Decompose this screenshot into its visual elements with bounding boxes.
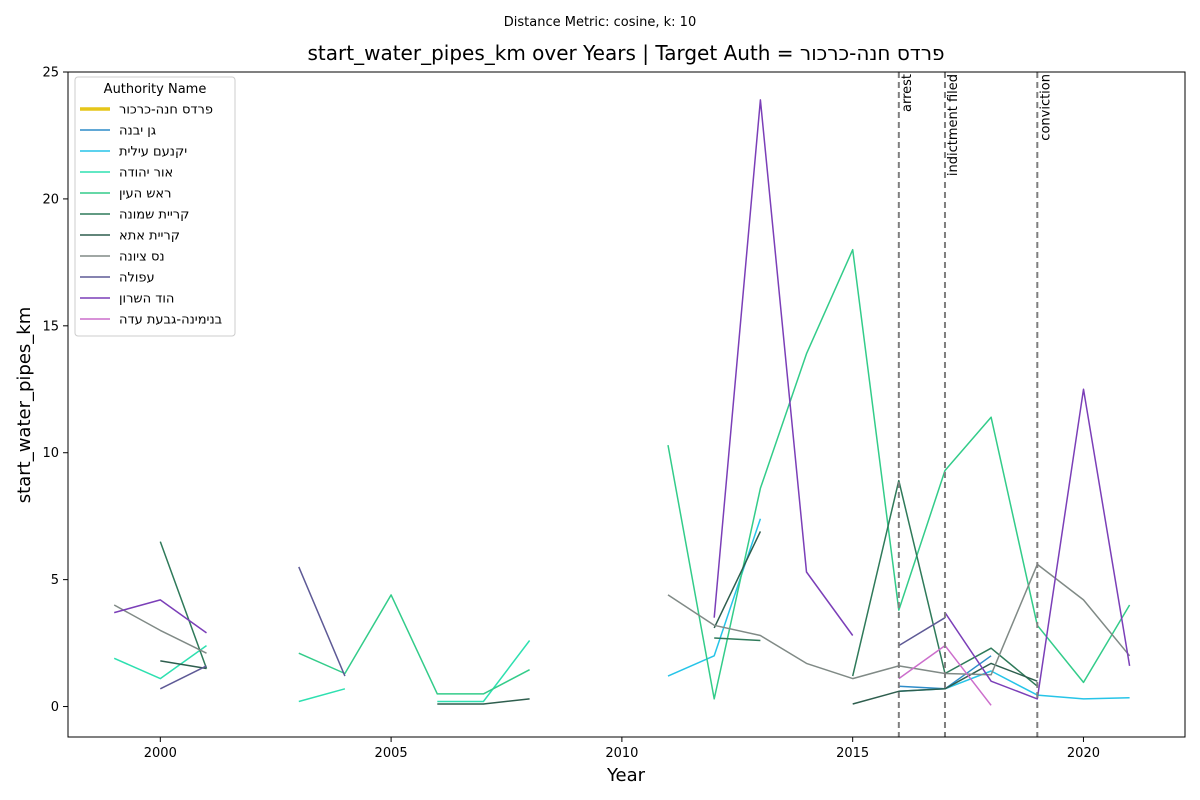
legend-label-10: בנימינה-גבעת עדה (119, 313, 222, 328)
y-axis-label: start_water_pipes_km (14, 307, 35, 503)
x-axis-label: Year (606, 765, 646, 786)
x-axis: 2000 2005 2010 2015 2020 (144, 737, 1100, 761)
series-layer (113, 99, 1131, 706)
y-tick-label-2: 10 (42, 446, 59, 461)
series-line-3 (113, 640, 531, 703)
legend-label-5: קריית שמונה (119, 208, 189, 223)
x-tick-label-4: 2020 (1067, 746, 1100, 761)
legend-label-7: נס ציונה (119, 250, 165, 265)
chart-title: start_water_pipes_km over Years | Target… (308, 41, 945, 65)
legend-label-0: פרדס חנה-כרכור (119, 103, 213, 118)
legend-label-4: ראש העין (119, 187, 171, 202)
y-tick-label-3: 15 (42, 319, 59, 334)
y-tick-label-0: 0 (51, 700, 59, 715)
series-line-5 (159, 479, 1038, 687)
y-axis: 0 5 10 15 20 25 (42, 66, 68, 715)
legend-label-1: גן יבנה (119, 124, 156, 139)
series-line-9 (114, 99, 1131, 700)
x-tick-label-3: 2015 (836, 746, 869, 761)
y-tick-label-4: 20 (42, 192, 59, 207)
legend-label-8: עפולה (119, 271, 155, 286)
annotation-layer: arrest indictment filed conviction (897, 72, 1053, 737)
y-tick-label-1: 5 (51, 573, 59, 588)
x-tick-label-1: 2005 (375, 746, 408, 761)
legend-box (74, 76, 236, 337)
annotation-label-0: arrest (900, 74, 915, 112)
legend-title: Authority Name (104, 82, 207, 97)
y-tick-label-5: 25 (42, 66, 59, 81)
annotation-label-1: indictment filed (946, 74, 961, 176)
annotation-label-2: conviction (1038, 74, 1053, 141)
series-line-8 (159, 566, 946, 690)
chart-suptitle: Distance Metric: cosine, k: 10 (504, 15, 696, 30)
legend-label-3: אור יהודה (119, 166, 173, 181)
series-line-4 (298, 248, 1131, 700)
series-line-6 (160, 531, 1038, 705)
legend-label-6: קריית אתא (119, 229, 180, 244)
legend-label-9: הוד השרון (119, 292, 174, 307)
x-tick-label-2: 2010 (605, 746, 638, 761)
plot-frame (67, 71, 1186, 738)
legend: Authority Name פרדס חנה-כרכור גן יבנה יקנעם… (74, 76, 236, 337)
x-tick-label-0: 2000 (144, 746, 177, 761)
legend-label-2: יקנעם עילית (119, 145, 187, 160)
